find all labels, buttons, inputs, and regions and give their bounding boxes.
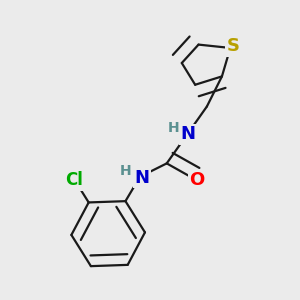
Text: S: S bbox=[226, 37, 239, 55]
Text: Cl: Cl bbox=[65, 172, 82, 190]
Text: O: O bbox=[189, 171, 205, 189]
Text: H: H bbox=[168, 121, 179, 135]
Text: N: N bbox=[180, 125, 195, 143]
Text: N: N bbox=[134, 169, 149, 187]
Text: H: H bbox=[120, 164, 132, 178]
